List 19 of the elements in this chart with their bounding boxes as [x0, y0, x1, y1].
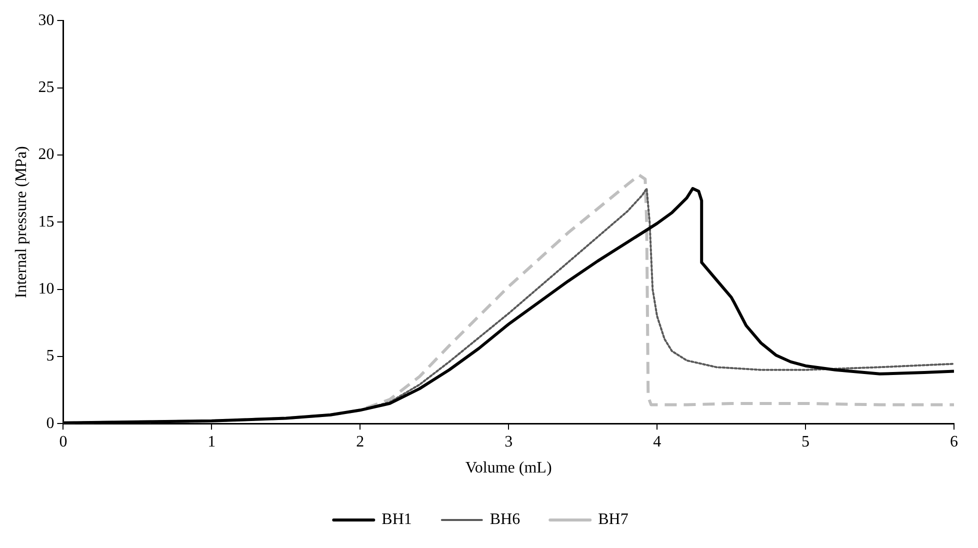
x-tick-label: 4 — [653, 433, 662, 450]
legend-label: BH6 — [490, 511, 520, 528]
x-tick-label: 1 — [208, 433, 216, 450]
x-tick-label: 2 — [356, 433, 364, 450]
y-tick-label: 30 — [38, 12, 54, 29]
y-tick-label: 25 — [38, 78, 54, 96]
y-axis-title: Internal pressure (MPa) — [12, 146, 30, 298]
y-tick-label: 5 — [46, 348, 54, 365]
x-tick-label: 0 — [59, 433, 68, 450]
x-tick-label: 5 — [802, 433, 810, 450]
y-tick-label: 0 — [46, 414, 54, 432]
x-axis-title: Volume (mL) — [465, 460, 552, 477]
y-tick-label: 15 — [38, 213, 54, 230]
legend-label: BH1 — [382, 511, 412, 528]
y-tick-label: 10 — [38, 280, 54, 298]
legend-label: BH7 — [598, 511, 628, 528]
y-tick-label: 20 — [38, 146, 54, 164]
x-tick-label: 3 — [504, 433, 513, 450]
x-tick-label: 6 — [950, 433, 958, 450]
